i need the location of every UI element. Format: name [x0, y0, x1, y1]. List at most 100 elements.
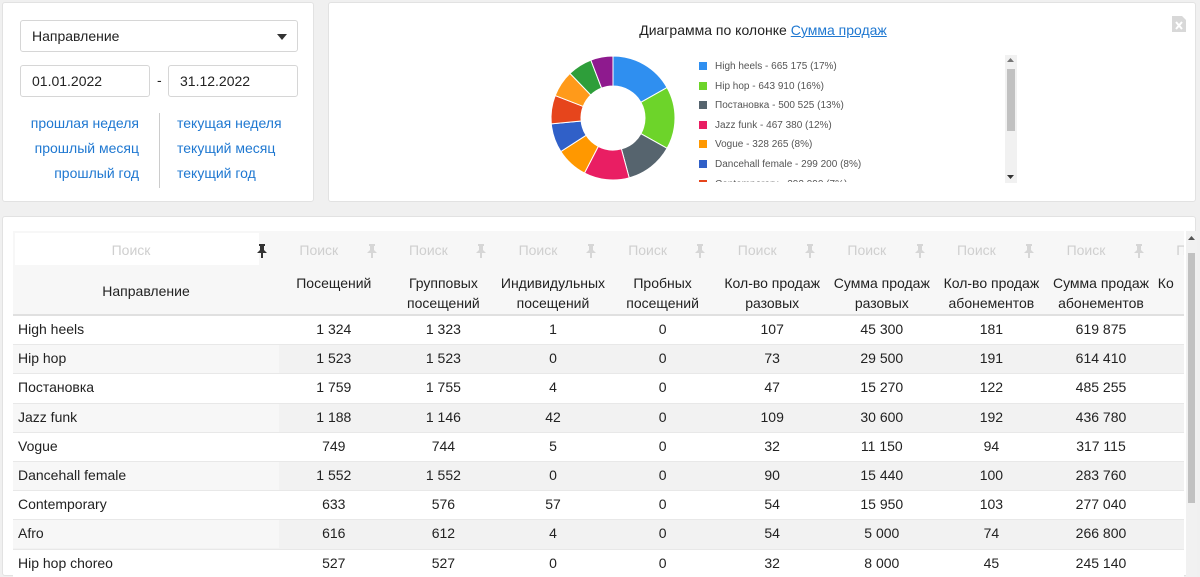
donut-chart	[550, 55, 676, 181]
table-cell: 266 800	[1075, 525, 1127, 542]
pin-icon[interactable]	[585, 244, 596, 258]
legend-item: Jazz funk - 467 380 (12%)	[699, 120, 832, 131]
search-input[interactable]: Поиск	[408, 242, 448, 258]
pin-icon[interactable]	[1024, 244, 1035, 258]
table-cell: 107	[760, 321, 784, 337]
table-cell: 614 410	[1075, 350, 1127, 367]
table-cell: 633	[322, 496, 346, 513]
first-col-bg	[13, 462, 279, 490]
column-header[interactable]: Направление	[102, 283, 190, 299]
pin-shape	[695, 244, 706, 258]
table-cell: 103	[979, 496, 1004, 513]
period-link[interactable]: текущий месяц	[177, 140, 276, 156]
caret	[277, 34, 287, 40]
legend-scrollbar[interactable]	[1005, 55, 1017, 183]
search-input[interactable]: Поиск	[737, 242, 777, 258]
column-header[interactable]: Пробных посещений	[626, 275, 699, 311]
table-cell: 11 150	[860, 437, 903, 454]
pin-icon[interactable]	[805, 244, 815, 258]
search-input[interactable]: Поиск	[956, 242, 996, 258]
donut-slice	[590, 55, 614, 89]
column-header[interactable]: Кол-во продаж абонементов	[943, 275, 1040, 311]
period-link[interactable]: прошлый год	[54, 165, 139, 181]
scroll-up[interactable]	[1188, 235, 1196, 241]
pin-icon[interactable]	[695, 244, 706, 258]
search-input[interactable]: Поиск	[111, 242, 151, 258]
row-bg	[13, 316, 1184, 346]
first-col-bg	[13, 403, 279, 432]
date-to[interactable]: 31.12.2022	[168, 65, 298, 97]
period-link[interactable]: текущая неделя	[177, 115, 282, 131]
pin-icon[interactable]	[914, 244, 925, 258]
column-header[interactable]: Ко	[1157, 275, 1174, 291]
row-bg	[13, 432, 1184, 462]
pin-icon[interactable]	[257, 244, 267, 258]
table-cell: 94	[983, 437, 1000, 454]
table-cell: 1	[549, 321, 557, 337]
pin-shape	[1133, 244, 1144, 258]
chart-heading: Диаграмма по колонке Сумма продаж	[329, 22, 1197, 38]
table-cell: 576	[431, 496, 456, 513]
table-cell: 15 950	[860, 496, 904, 513]
search-input[interactable]: Поиск	[299, 242, 339, 258]
table-cell: 8 000	[864, 554, 900, 571]
legend-item: Contemporary - 292 990 (7%)	[699, 179, 847, 182]
scroll-thumb[interactable]	[1188, 253, 1195, 503]
period-link[interactable]: прошлый месяц	[34, 140, 139, 156]
legend-label: Dancehall female - 299 200 (8%)	[715, 159, 862, 170]
scroll-down[interactable]	[1007, 174, 1015, 180]
table-cell: 612	[431, 525, 456, 542]
excel-icon[interactable]	[1171, 15, 1187, 33]
pin-icon[interactable]	[1133, 244, 1144, 258]
table-cell: 4	[549, 525, 557, 542]
search-input[interactable]: Поиск	[1176, 242, 1184, 258]
pin-icon[interactable]	[366, 244, 377, 258]
table-cell: Jazz funk	[18, 408, 78, 425]
pin-icon[interactable]	[476, 244, 487, 258]
table-cell: 109	[760, 408, 784, 425]
column-link[interactable]: Сумма продаж	[790, 22, 887, 38]
scroll-up[interactable]	[1007, 57, 1015, 63]
legend-swatch	[699, 101, 707, 110]
table-cell: 181	[979, 321, 1004, 337]
column-header[interactable]: Групповых посещений	[407, 275, 480, 311]
table-cell: Contemporary	[18, 496, 107, 513]
table-cell: 5 000	[864, 525, 900, 542]
table-cell: 1 523	[425, 350, 461, 367]
pin-shape	[1024, 244, 1035, 258]
column-header[interactable]: Индивидульных посещений	[500, 275, 606, 311]
date-from[interactable]: 01.01.2022	[20, 65, 150, 97]
table-cell: 54	[764, 525, 780, 542]
table-cell: 47	[764, 379, 780, 396]
select-text: Направление	[32, 28, 120, 44]
table-cell: 1 324	[316, 321, 352, 337]
legend-label: Jazz funk - 467 380 (12%)	[715, 119, 832, 131]
table-cell: 744	[431, 437, 456, 454]
search-input[interactable]: Поиск	[518, 242, 558, 258]
legend-label: High heels - 665 175 (17%)	[715, 61, 837, 72]
scroll-thumb[interactable]	[1007, 69, 1015, 131]
search-input[interactable]: Поиск	[628, 242, 667, 258]
table-cell: 74	[983, 525, 1000, 542]
direction-select[interactable]: Направление	[20, 20, 298, 52]
table-cell: 317 115	[1076, 437, 1126, 454]
table-cell: 0	[658, 554, 667, 571]
table-cell: 0	[658, 379, 667, 396]
legend: High heels - 665 175 (17%) Hip hop - 643 …	[699, 55, 999, 182]
column-header[interactable]: Сумма продаж абонементов	[1052, 275, 1149, 311]
first-col-bg	[13, 520, 279, 549]
search-input[interactable]: Поиск	[847, 242, 887, 258]
divider	[159, 113, 160, 188]
period-link[interactable]: текущий год	[177, 165, 256, 181]
legend-item: Dancehall female - 299 200 (8%)	[699, 159, 861, 170]
table-cell: 527	[322, 554, 346, 571]
period-link[interactable]: прошлая неделя	[30, 115, 139, 131]
table-cell: 0	[658, 321, 667, 337]
search-input[interactable]: Поиск	[1066, 242, 1106, 258]
column-header[interactable]: Посещений	[296, 275, 372, 291]
data-table: Поиск Направление Поиск Посещений Поиск Групп…	[13, 231, 1184, 577]
table-cell: 54	[764, 496, 780, 513]
row-bg	[13, 374, 1184, 404]
table-scrollbar[interactable]	[1186, 231, 1197, 577]
